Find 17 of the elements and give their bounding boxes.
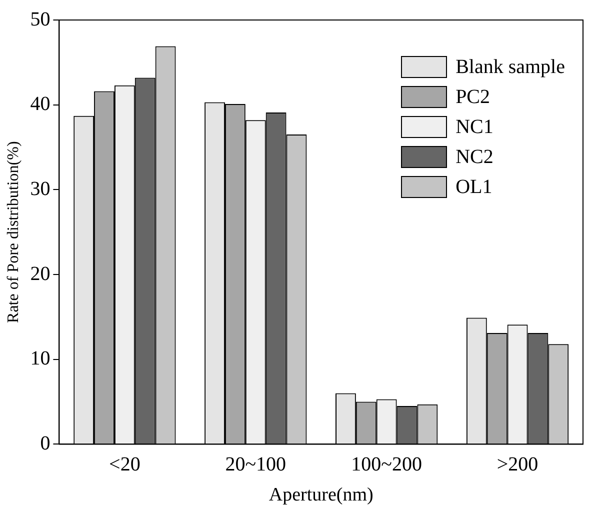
- legend-label: NC2: [456, 146, 494, 168]
- legend-label: Blank sample: [456, 56, 565, 78]
- legend-label: NC1: [456, 116, 494, 138]
- y-tick-label: 40: [30, 93, 50, 116]
- y-axis-title: Rate of Pore distribution(%): [4, 141, 22, 323]
- x-tick-label: <20: [109, 453, 140, 476]
- y-tick-label: 20: [30, 262, 50, 285]
- y-tick-label: 30: [30, 178, 50, 200]
- x-tick-label: >200: [496, 453, 538, 476]
- legend-label: PC2: [456, 86, 490, 108]
- legend-label: OL1: [456, 176, 492, 198]
- y-tick-label: 50: [30, 8, 50, 30]
- x-tick-label: 100~200: [351, 453, 422, 476]
- y-tick-label: 10: [30, 348, 50, 370]
- y-tick-label: 0: [40, 432, 50, 454]
- x-tick-label: 20~100: [225, 453, 286, 476]
- x-axis-title: Aperture(nm): [268, 484, 374, 506]
